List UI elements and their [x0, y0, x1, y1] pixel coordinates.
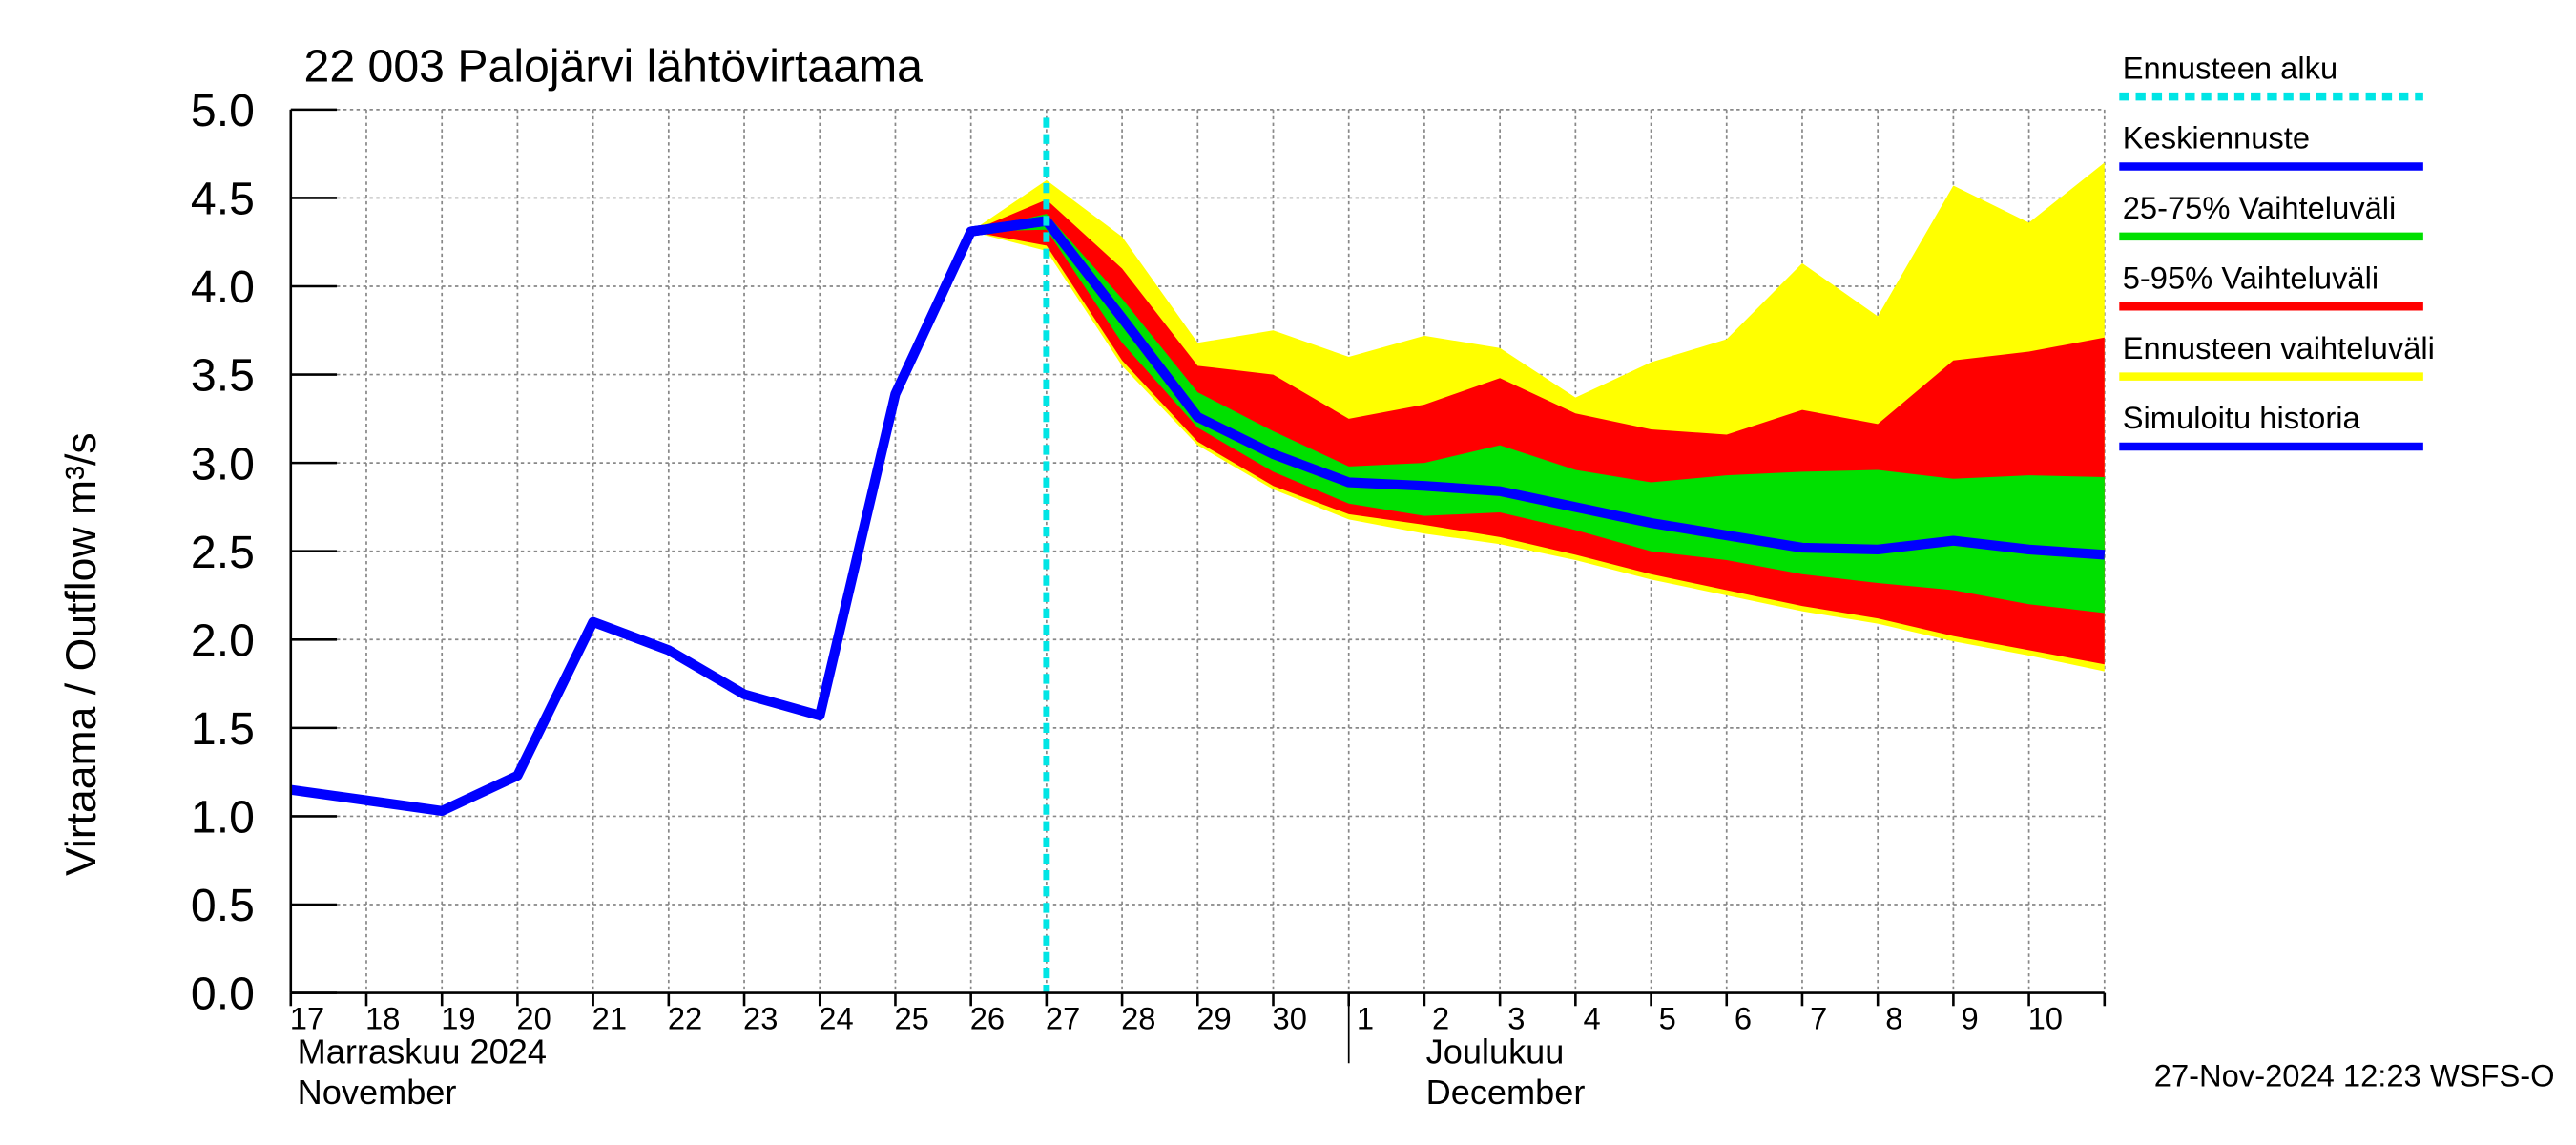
x-tick-label: 5 — [1659, 1000, 1676, 1035]
legend-label: 5-95% Vaihteluväli — [2123, 260, 2379, 295]
x-tick-label: 6 — [1735, 1000, 1752, 1035]
x-tick-label: 3 — [1507, 1000, 1525, 1035]
x-tick-label: 4 — [1583, 1000, 1600, 1035]
x-tick-label: 22 — [668, 1000, 702, 1035]
x-tick-label: 26 — [970, 1000, 1005, 1035]
x-tick-label: 30 — [1273, 1000, 1307, 1035]
month-label: December — [1426, 1072, 1586, 1112]
x-tick-label: 17 — [290, 1000, 324, 1035]
x-tick-label: 25 — [894, 1000, 928, 1035]
y-tick-label: 4.0 — [191, 261, 255, 313]
legend-label: Ennusteen vaihteluväli — [2123, 330, 2435, 365]
series-line — [969, 216, 2106, 560]
y-tick-label: 0.0 — [191, 968, 255, 1020]
x-tick-label: 20 — [516, 1000, 551, 1035]
footer: 27-Nov-2024 12:23 WSFS-O — [2154, 1057, 2555, 1093]
x-tick-label: 29 — [1196, 1000, 1231, 1035]
x-tick-label: 1 — [1357, 1000, 1374, 1035]
x-tick-label: 24 — [819, 1000, 853, 1035]
x-tick-label: 27 — [1046, 1000, 1080, 1035]
x-tick-label: 28 — [1121, 1000, 1155, 1035]
x-tick-label: 9 — [1962, 1000, 1979, 1035]
x-tick-label: 10 — [2028, 1000, 2063, 1035]
y-tick-label: 4.5 — [191, 174, 255, 225]
y-tick-label: 2.0 — [191, 615, 255, 667]
x-tick-label: 21 — [592, 1000, 627, 1035]
x-tick-label: 2 — [1432, 1000, 1449, 1035]
x-tick-label: 23 — [743, 1000, 778, 1035]
y-tick-label: 5.0 — [191, 85, 255, 136]
y-tick-label: 2.5 — [191, 527, 255, 578]
x-tick-label: 19 — [441, 1000, 475, 1035]
legend-label: Keskiennuste — [2123, 120, 2310, 156]
series-line — [290, 216, 1048, 817]
y-tick-label: 1.0 — [191, 792, 255, 843]
x-tick-label: 8 — [1885, 1000, 1902, 1035]
chart-title: 22 003 Palojärvi lähtövirtaama — [304, 41, 924, 93]
x-tick-label: 18 — [365, 1000, 400, 1035]
y-tick-label: 1.5 — [191, 703, 255, 755]
legend-label: Simuloitu historia — [2123, 400, 2361, 435]
x-tick-label: 7 — [1810, 1000, 1827, 1035]
y-axis-label: Virtaama / Outflow m³/s — [58, 432, 105, 876]
month-label: Joulukuu — [1426, 1031, 1565, 1071]
legend-label: Ennusteen alku — [2123, 50, 2337, 85]
y-tick-label: 3.5 — [191, 350, 255, 402]
legend-label: 25-75% Vaihteluväli — [2123, 190, 2397, 225]
band-area — [970, 214, 2105, 614]
y-tick-label: 3.0 — [191, 438, 255, 489]
y-tick-label: 0.5 — [191, 880, 255, 931]
month-label: November — [298, 1072, 457, 1112]
month-label: Marraskuu 2024 — [298, 1031, 547, 1071]
